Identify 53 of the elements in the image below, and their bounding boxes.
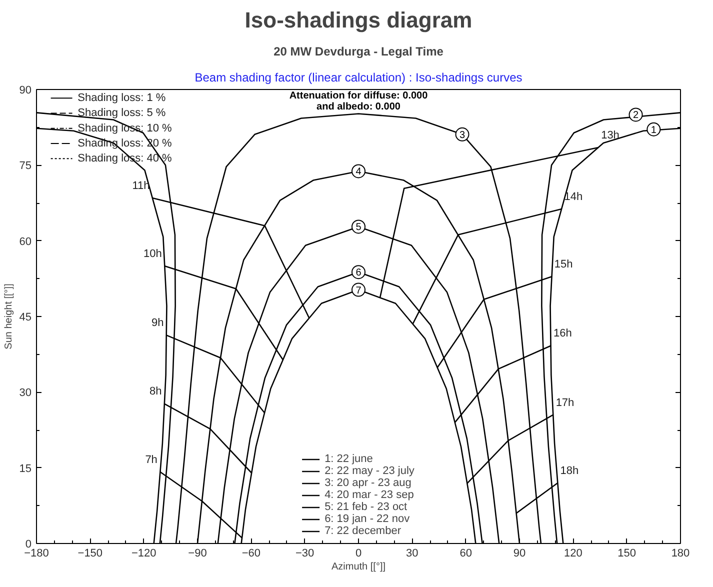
x-tick-label: 90: [513, 548, 526, 560]
x-tick-label: 0: [355, 548, 362, 560]
y-tick-label: 0: [25, 538, 32, 550]
annotation: 3: [459, 130, 466, 141]
series-label: 11h: [132, 180, 150, 192]
series-label: 15h: [554, 258, 573, 271]
series-label: 9h: [151, 317, 164, 330]
legend-label: 6: 19 jan - 22 nov: [324, 513, 410, 525]
series-label: 13h: [601, 129, 620, 142]
legend-label: 2: 22 may - 23 july: [324, 465, 414, 477]
annotation: 4: [356, 166, 362, 178]
series-label: 18h: [560, 464, 579, 477]
x-tick-label: −150: [78, 548, 103, 560]
x-tick-label: 180: [671, 548, 690, 560]
annotation: 5: [356, 222, 362, 234]
x-tick-label: −120: [131, 548, 156, 560]
x-tick-label: 30: [406, 548, 418, 560]
legend-label: 7: 22 december: [324, 525, 401, 537]
legend-label: 3: 20 apr - 23 aug: [324, 477, 412, 489]
x-axis-title: Azimuth [[°]]: [331, 562, 386, 572]
y-tick-label: 75: [19, 160, 32, 172]
series-label: 14h: [564, 191, 583, 203]
legend-label: 5: 21 feb - 23 oct: [324, 501, 408, 513]
x-tick-label: 60: [460, 548, 472, 560]
chart-subtitle: 20 MW Devdurga - Legal Time: [274, 44, 444, 58]
legend-label: 4: 20 mar - 23 sep: [324, 489, 414, 501]
x-tick-label: 150: [618, 548, 636, 560]
series-label: 10h: [144, 248, 162, 260]
annotation: Shading loss: 5 %: [78, 107, 166, 120]
annotation: 2: [632, 110, 639, 122]
x-tick-label: −180: [24, 548, 49, 560]
chart-title: Iso-shadings diagram: [244, 8, 472, 32]
annotation: Attenuation for diffuse: 0.000 and albedo: 0.000: [289, 90, 428, 113]
text: Beam shading factor (linear calculation) : Iso-shadings curves: [194, 70, 522, 84]
y-tick-label: 60: [19, 236, 32, 248]
legend-label: 1: 22 june: [324, 453, 373, 465]
y-tick-label: 90: [19, 84, 32, 96]
x-tick-label: −60: [242, 548, 261, 560]
annotation: 1: [650, 124, 657, 136]
annotation: 7: [356, 285, 362, 296]
series-label: 16h: [553, 328, 572, 340]
x-tick-label: 120: [564, 548, 582, 560]
x-tick-label: −90: [188, 548, 207, 560]
series-label: 7h: [145, 454, 158, 466]
y-axis-title: Sun height [[°]]: [3, 283, 14, 350]
series-label: 17h: [556, 396, 574, 409]
y-tick-label: 45: [19, 312, 32, 324]
y-tick-label: 15: [19, 462, 32, 475]
series-label: 8h: [149, 386, 162, 398]
y-tick-label: 30: [19, 387, 32, 400]
annotation: Shading loss: 1 %: [78, 92, 166, 104]
annotation: 6: [356, 268, 362, 279]
x-tick-label: −30: [296, 548, 314, 560]
